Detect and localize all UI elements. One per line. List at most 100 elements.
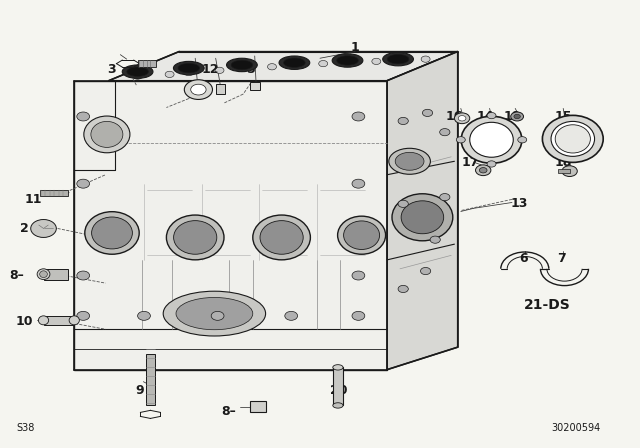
Ellipse shape xyxy=(260,221,303,254)
Ellipse shape xyxy=(470,122,513,157)
Circle shape xyxy=(77,179,90,188)
Circle shape xyxy=(184,80,212,99)
Text: 2: 2 xyxy=(20,222,29,235)
Text: 15: 15 xyxy=(554,110,572,123)
Text: 16: 16 xyxy=(445,110,463,123)
Circle shape xyxy=(165,71,174,78)
Text: 6: 6 xyxy=(519,252,528,265)
Text: 7: 7 xyxy=(557,252,566,265)
Circle shape xyxy=(77,311,90,320)
Ellipse shape xyxy=(122,65,153,78)
Circle shape xyxy=(77,271,90,280)
Circle shape xyxy=(352,179,365,188)
Ellipse shape xyxy=(338,216,385,254)
Ellipse shape xyxy=(332,54,363,67)
Ellipse shape xyxy=(389,148,431,174)
Text: 8–: 8– xyxy=(10,269,24,282)
Ellipse shape xyxy=(40,271,47,278)
Circle shape xyxy=(440,129,450,136)
Bar xyxy=(138,60,156,67)
Circle shape xyxy=(372,58,381,65)
Text: 10: 10 xyxy=(15,315,33,328)
Ellipse shape xyxy=(383,52,413,66)
Text: 14: 14 xyxy=(476,110,494,123)
Ellipse shape xyxy=(84,212,140,254)
Ellipse shape xyxy=(461,116,522,164)
Ellipse shape xyxy=(227,58,257,72)
Ellipse shape xyxy=(37,269,50,280)
Circle shape xyxy=(398,285,408,293)
Text: 1: 1 xyxy=(351,40,360,54)
Circle shape xyxy=(352,112,365,121)
Circle shape xyxy=(456,137,465,143)
Circle shape xyxy=(398,200,408,207)
Circle shape xyxy=(352,311,365,320)
Circle shape xyxy=(31,220,56,237)
Circle shape xyxy=(430,236,440,243)
Ellipse shape xyxy=(173,221,217,254)
Circle shape xyxy=(133,73,142,79)
Ellipse shape xyxy=(69,316,79,325)
Circle shape xyxy=(290,62,299,68)
Circle shape xyxy=(422,109,433,116)
Ellipse shape xyxy=(401,201,444,234)
Circle shape xyxy=(514,114,520,119)
Text: 4: 4 xyxy=(183,63,192,76)
Text: 21-DS: 21-DS xyxy=(524,297,571,312)
Text: 20: 20 xyxy=(330,384,348,397)
Text: 30200594: 30200594 xyxy=(552,423,600,433)
Ellipse shape xyxy=(333,403,343,408)
Ellipse shape xyxy=(387,55,409,64)
Ellipse shape xyxy=(543,116,603,162)
Circle shape xyxy=(319,60,328,67)
Text: 12: 12 xyxy=(201,63,219,76)
Circle shape xyxy=(184,69,193,76)
Text: 3: 3 xyxy=(108,63,116,76)
Bar xyxy=(558,169,570,173)
Polygon shape xyxy=(387,52,458,370)
Ellipse shape xyxy=(555,125,590,153)
Ellipse shape xyxy=(337,56,358,65)
Ellipse shape xyxy=(92,217,132,249)
Ellipse shape xyxy=(166,215,224,260)
Ellipse shape xyxy=(91,121,123,147)
Circle shape xyxy=(511,112,524,121)
Text: 19: 19 xyxy=(503,110,521,123)
Ellipse shape xyxy=(396,152,424,170)
Ellipse shape xyxy=(163,291,266,336)
Bar xyxy=(44,316,74,325)
Circle shape xyxy=(285,311,298,320)
Ellipse shape xyxy=(173,61,204,75)
Circle shape xyxy=(138,311,150,320)
Ellipse shape xyxy=(551,121,595,156)
Ellipse shape xyxy=(84,116,130,153)
Ellipse shape xyxy=(178,64,200,73)
Bar xyxy=(216,84,225,94)
Bar xyxy=(333,367,343,405)
Bar xyxy=(44,269,68,280)
Ellipse shape xyxy=(231,60,253,70)
Circle shape xyxy=(562,166,577,177)
Text: 9: 9 xyxy=(135,384,144,397)
Circle shape xyxy=(352,271,365,280)
Circle shape xyxy=(77,112,90,121)
Bar xyxy=(250,82,260,90)
Ellipse shape xyxy=(38,316,49,325)
Polygon shape xyxy=(74,81,387,370)
Ellipse shape xyxy=(279,56,310,69)
Bar xyxy=(40,190,68,196)
Ellipse shape xyxy=(392,194,453,241)
Ellipse shape xyxy=(127,67,148,77)
Bar xyxy=(146,354,155,405)
Text: 13: 13 xyxy=(511,197,529,211)
Circle shape xyxy=(211,311,224,320)
Ellipse shape xyxy=(344,221,380,250)
Circle shape xyxy=(398,117,408,125)
Circle shape xyxy=(458,116,466,121)
Text: 5: 5 xyxy=(247,63,256,76)
Ellipse shape xyxy=(284,58,305,68)
Circle shape xyxy=(476,165,491,176)
Text: 11: 11 xyxy=(24,193,42,206)
Circle shape xyxy=(191,84,206,95)
Circle shape xyxy=(343,60,352,66)
